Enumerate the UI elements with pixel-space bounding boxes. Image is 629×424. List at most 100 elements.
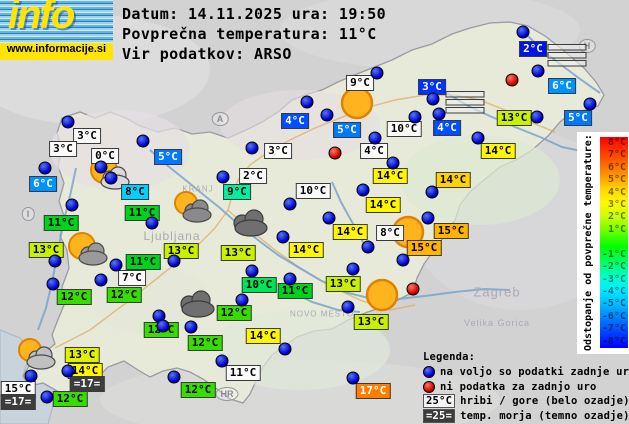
station-dot-recent-icon — [109, 258, 123, 272]
station-temp-badge: 13°C — [64, 347, 100, 363]
station-dot-recent-icon — [184, 320, 198, 334]
station-dot-recent-icon — [530, 110, 544, 124]
station-dot-recent-icon — [104, 171, 118, 185]
station-temp-badge: 10°C — [295, 183, 331, 199]
station-temp-badge: =17= — [69, 376, 105, 392]
legend-badge-sea: =25= — [423, 408, 456, 423]
station-dot-recent-icon — [300, 95, 314, 109]
city-label: Velika Gorica — [463, 318, 531, 328]
station-temp-badge: 5°C — [154, 149, 182, 165]
station-temp-badge: 8°C — [376, 225, 404, 241]
station-dot-recent-icon — [136, 134, 150, 148]
station-dot-recent-icon — [356, 183, 370, 197]
scale-tick-label: 1°C — [607, 223, 626, 235]
station-temp-badge: 3°C — [49, 141, 77, 157]
station-dot-recent-icon — [276, 230, 290, 244]
station-temp-badge: 12°C — [187, 335, 223, 351]
scale-tick-label: -2°C — [601, 261, 626, 273]
station-temp-badge: 9°C — [346, 75, 374, 91]
station-temp-badge: 15°C — [406, 240, 442, 256]
station-dot-recent-icon — [94, 160, 108, 174]
station-temp-badge: 17°C — [355, 383, 391, 399]
station-temp-badge: 12°C — [56, 289, 92, 305]
scale-tick-label: 5°C — [607, 174, 626, 186]
station-temp-badge: 14°C — [245, 328, 281, 344]
station-temp-badge: 0°C — [91, 148, 119, 164]
station-temp-badge: 13°C — [163, 243, 199, 259]
scale-tick-label: -4°C — [601, 285, 626, 297]
station-dot-recent-icon — [40, 390, 54, 404]
station-temp-badge: 14°C — [480, 143, 516, 159]
station-dot-recent-icon — [46, 277, 60, 291]
station-temp-badge: 12°C — [106, 287, 142, 303]
header-info: Datum: 14.11.2025 ura: 19:50 Povprečna t… — [122, 4, 386, 64]
legend-item: 25°C hribi / gore (belo ozadje) — [423, 394, 629, 409]
dot-red-icon — [423, 380, 435, 393]
legend-text: ni podatka za zadnjo uro — [440, 380, 597, 393]
station-temp-badge: 11°C — [43, 215, 79, 231]
station-dot-recent-icon — [48, 254, 62, 268]
station-dot-recent-icon — [346, 262, 360, 276]
station-temp-badge: 6°C — [29, 176, 57, 192]
station-dot-recent-icon — [283, 197, 297, 211]
station-dot-recent-icon — [245, 264, 259, 278]
station-temp-badge: 11°C — [277, 283, 313, 299]
city-label: NOVO MESTO — [289, 309, 355, 319]
scale-tick-label: 6°C — [607, 161, 626, 173]
scale-tick-label: -6°C — [601, 310, 626, 322]
scale-tick-label: 2°C — [607, 211, 626, 223]
station-temp-badge: 11°C — [225, 365, 261, 381]
scale-tick-label: -1°C — [601, 248, 626, 260]
station-dot-recent-icon — [216, 170, 230, 184]
station-dot-recent-icon — [426, 92, 440, 106]
cloud-icon — [171, 289, 223, 321]
station-dot-recent-icon — [24, 369, 38, 383]
station-dot-recent-icon — [278, 342, 292, 356]
station-temp-badge: 13°C — [496, 110, 532, 126]
station-temp-badge: 6°C — [548, 78, 576, 94]
fog-icon — [547, 44, 589, 69]
station-temp-badge: 3°C — [264, 143, 292, 159]
station-dot-recent-icon — [145, 216, 159, 230]
scale-tick-label: -8°C — [601, 335, 626, 347]
station-temp-badge: 14°C — [435, 172, 471, 188]
station-dot-recent-icon — [341, 300, 355, 314]
station-temp-badge: 5°C — [333, 122, 361, 138]
country-code-marker: I — [21, 207, 35, 221]
station-dot-recent-icon — [425, 185, 439, 199]
station-temp-badge: 13°C — [325, 276, 361, 292]
station-temp-badge: 14°C — [372, 168, 408, 184]
scale-tick-label: 3°C — [607, 199, 626, 211]
station-dot-recent-icon — [322, 211, 336, 225]
station-temp-badge: 15°C — [433, 223, 469, 239]
station-dot-recent-icon — [167, 254, 181, 268]
logo-brand: info — [8, 0, 75, 37]
legend-text: hribi / gore (belo ozadje) — [460, 395, 629, 408]
station-dot-no-data-icon — [505, 73, 519, 87]
station-temp-badge: 11°C — [125, 254, 161, 270]
station-dot-recent-icon — [583, 97, 597, 111]
country-code-marker: A — [211, 112, 229, 126]
sun-icon — [364, 277, 400, 313]
station-dot-recent-icon — [396, 253, 410, 267]
city-label: KRANJ — [182, 184, 214, 194]
station-temp-badge: 14°C — [288, 242, 324, 258]
scale-tick-label: -7°C — [601, 323, 626, 335]
header-avg-temp-line: Povprečna temperatura: 11°C — [122, 25, 377, 43]
legend-text: temp. morja (temno ozadje) — [460, 409, 629, 422]
station-dot-recent-icon — [320, 108, 334, 122]
legend-rows: na voljo so podatki zadnje ure ni podatka… — [423, 365, 629, 423]
station-dot-recent-icon — [156, 319, 170, 333]
station-dot-recent-icon — [370, 66, 384, 80]
cloud-icon — [224, 208, 276, 240]
station-dot-recent-icon — [531, 64, 545, 78]
station-temp-badge: 7°C — [118, 270, 146, 286]
logo-url-link[interactable]: www.informacije.si — [0, 43, 113, 60]
station-dot-no-data-icon — [328, 146, 342, 160]
station-temp-badge: 12°C — [180, 382, 216, 398]
legend-item: ni podatka za zadnjo uro — [423, 380, 629, 395]
city-label: Zagreb — [473, 284, 521, 300]
station-dot-recent-icon — [386, 156, 400, 170]
